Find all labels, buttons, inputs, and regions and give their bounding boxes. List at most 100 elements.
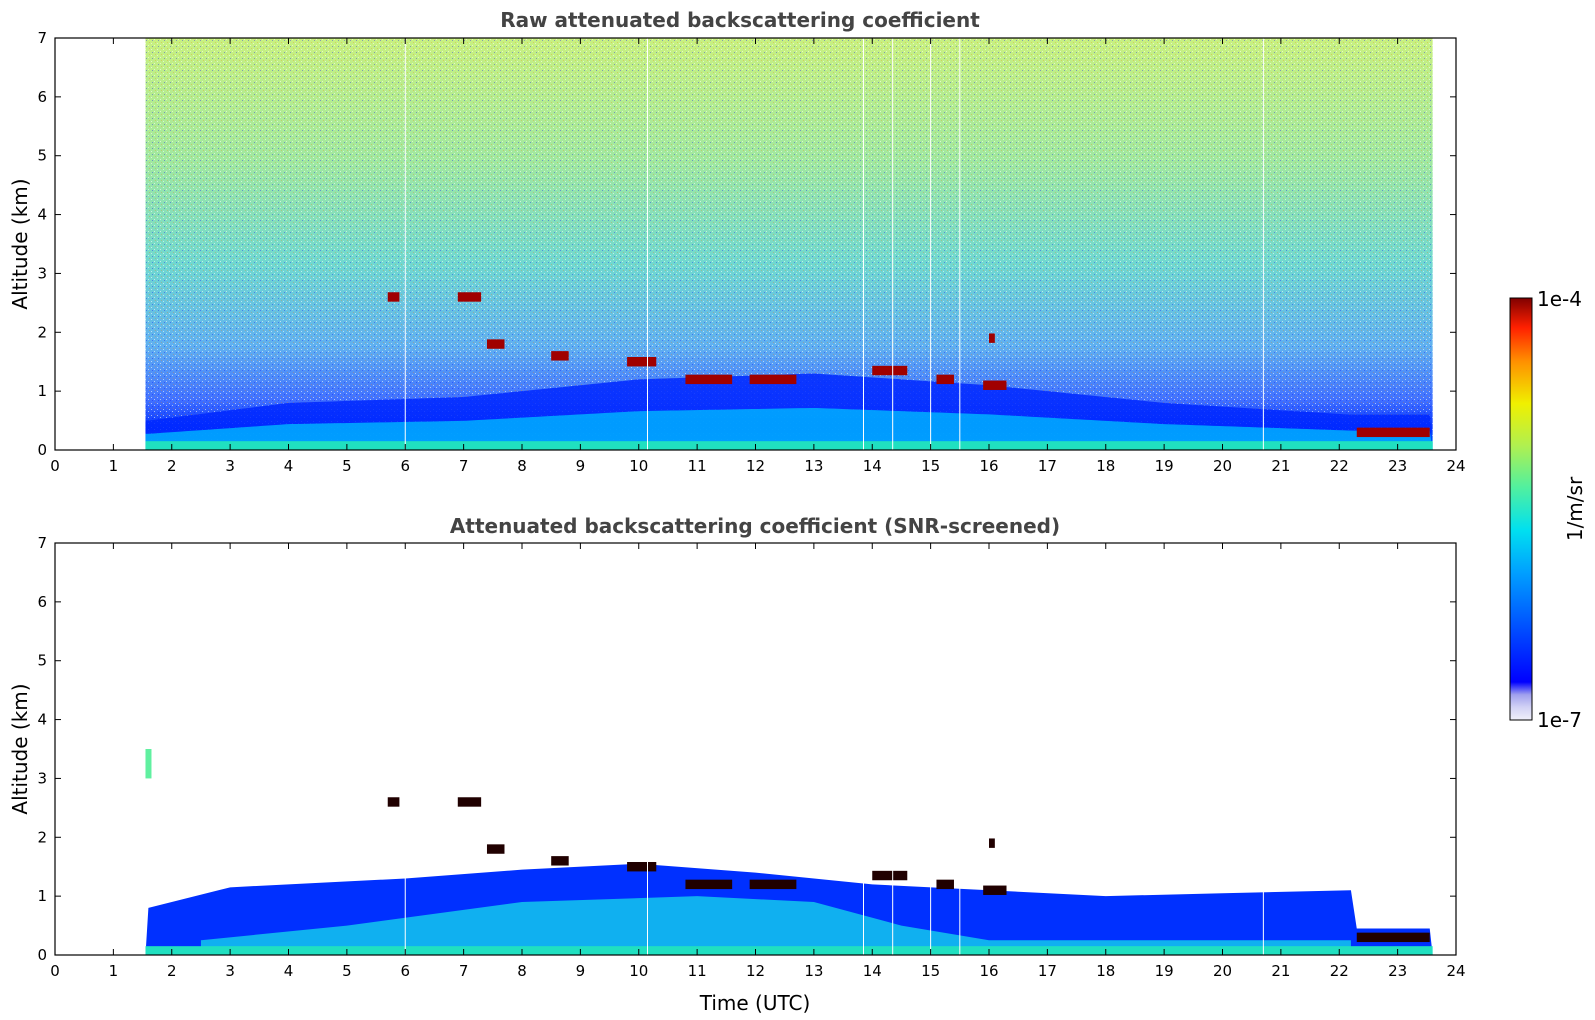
x-tick-label: 1: [109, 962, 119, 980]
x-tick-label: 7: [459, 962, 469, 980]
screened-cloud-layer: [1356, 932, 1430, 943]
panel-screened: Attenuated backscattering coefficient (S…: [8, 514, 1466, 1015]
cloud-layer: [872, 365, 908, 376]
y-tick-label: 7: [37, 534, 47, 552]
x-tick-label: 14: [863, 457, 882, 475]
x-tick-label: 24: [1446, 962, 1465, 980]
x-tick-label: 4: [284, 962, 294, 980]
screened-cloud-layer: [486, 844, 505, 854]
panel-raw-y-axis: 0 1 2 3 4 5 6 7: [37, 29, 1456, 459]
cloud-layer: [627, 357, 657, 367]
x-tick-label: 16: [979, 962, 998, 980]
colorbar-min-label: 1e-7: [1537, 708, 1582, 732]
y-tick-label: 6: [37, 88, 47, 106]
cloud-layer: [551, 351, 569, 361]
screened-cloud-layer: [936, 879, 954, 890]
screened-cloud-layer: [989, 838, 995, 848]
x-tick-label: 8: [517, 457, 527, 475]
cloud-layer: [989, 333, 995, 343]
x-tick-label: 19: [1155, 962, 1174, 980]
screened-cloud-layer: [749, 879, 797, 890]
cloud-layer: [1356, 427, 1430, 438]
x-tick-label: 9: [576, 457, 586, 475]
y-tick-label: 4: [37, 206, 47, 224]
colorbar: 1e-4 1e-7 1/m/sr: [1509, 287, 1587, 732]
x-tick-label: 23: [1388, 962, 1407, 980]
x-tick-label: 3: [225, 457, 235, 475]
x-tick-label: 12: [746, 457, 765, 475]
colorbar-max-label: 1e-4: [1537, 287, 1582, 311]
panel-raw-y-label: Altitude (km): [8, 178, 32, 309]
x-tick-label: 10: [629, 457, 648, 475]
x-tick-label: 11: [688, 457, 707, 475]
panel-screened-y-axis: 0 1 2 3 4 5 6 7: [37, 534, 1456, 964]
y-tick-label: 2: [37, 828, 47, 846]
screened-cloud-layer: [685, 879, 733, 890]
screened-surface-layer: [145, 946, 1433, 955]
y-tick-label: 1: [37, 382, 47, 400]
y-tick-label: 3: [37, 264, 47, 282]
x-tick-label: 23: [1388, 457, 1407, 475]
panel-screened-x-label: Time (UTC): [699, 991, 811, 1015]
x-tick-label: 8: [517, 962, 527, 980]
y-tick-label: 5: [37, 652, 47, 670]
screened-cloud-layer: [983, 885, 1007, 895]
y-tick-label: 1: [37, 887, 47, 905]
y-tick-label: 2: [37, 323, 47, 341]
x-tick-label: 2: [167, 962, 177, 980]
screened-aerosol-layer: [200, 896, 1351, 955]
y-tick-label: 0: [37, 946, 47, 964]
x-tick-label: 4: [284, 457, 294, 475]
cloud-layer: [486, 339, 505, 349]
panel-raw-x-axis: 0 1 2 3 4 5 6 7 8 9 10 11 12 13 14 15 16 17 18 19 20 21 22 23 24: [50, 38, 1466, 475]
y-tick-label: 5: [37, 147, 47, 165]
x-tick-label: 11: [688, 962, 707, 980]
panel-screened-heatmap: [145, 749, 1433, 955]
x-tick-label: 14: [863, 962, 882, 980]
surface-layer: [145, 441, 1433, 450]
cloud-layer: [685, 374, 733, 385]
x-tick-label: 12: [746, 962, 765, 980]
panel-raw-heatmap: [145, 38, 1433, 450]
x-tick-label: 1: [109, 457, 119, 475]
x-tick-label: 13: [804, 962, 823, 980]
x-tick-label: 15: [921, 962, 940, 980]
screened-cloud-layer: [627, 862, 657, 872]
x-tick-label: 20: [1213, 457, 1232, 475]
x-tick-label: 3: [225, 962, 235, 980]
y-tick-label: 7: [37, 29, 47, 47]
cloud-layer: [749, 374, 797, 385]
colorbar-gradient: [1509, 297, 1533, 721]
screened-cloud-layer: [145, 749, 152, 779]
x-tick-label: 17: [1038, 457, 1057, 475]
panel-screened-y-label: Altitude (km): [8, 683, 32, 814]
x-tick-label: 21: [1271, 962, 1290, 980]
y-tick-label: 0: [37, 441, 47, 459]
cloud-layer: [983, 380, 1007, 390]
x-tick-label: 0: [50, 962, 60, 980]
colorbar-unit-label: 1/m/sr: [1563, 476, 1587, 541]
x-tick-label: 15: [921, 457, 940, 475]
x-tick-label: 13: [804, 457, 823, 475]
panel-screened-title: Attenuated backscattering coefficient (S…: [450, 514, 1060, 538]
x-tick-label: 5: [342, 962, 352, 980]
x-tick-label: 17: [1038, 962, 1057, 980]
cloud-layer: [387, 292, 400, 302]
x-tick-label: 18: [1096, 962, 1115, 980]
x-tick-label: 10: [629, 962, 648, 980]
y-tick-label: 6: [37, 593, 47, 611]
screened-cloud-layer: [872, 870, 908, 881]
x-tick-label: 16: [979, 457, 998, 475]
x-tick-label: 7: [459, 457, 469, 475]
panel-raw: Raw attenuated backscattering coefficien…: [8, 8, 1466, 475]
x-tick-label: 5: [342, 457, 352, 475]
panel-screened-x-axis: 0 1 2 3 4 5 6 7 8 9 10 11 12 13 14 15 16 17 18 19 20 21 22 23 24: [50, 543, 1466, 980]
x-tick-label: 18: [1096, 457, 1115, 475]
x-tick-label: 22: [1330, 962, 1349, 980]
screened-cloud-layer: [457, 797, 482, 807]
x-tick-label: 21: [1271, 457, 1290, 475]
cloud-layer: [457, 292, 482, 302]
y-tick-label: 3: [37, 769, 47, 787]
x-tick-label: 6: [400, 457, 410, 475]
screened-cloud-layer: [387, 797, 400, 807]
